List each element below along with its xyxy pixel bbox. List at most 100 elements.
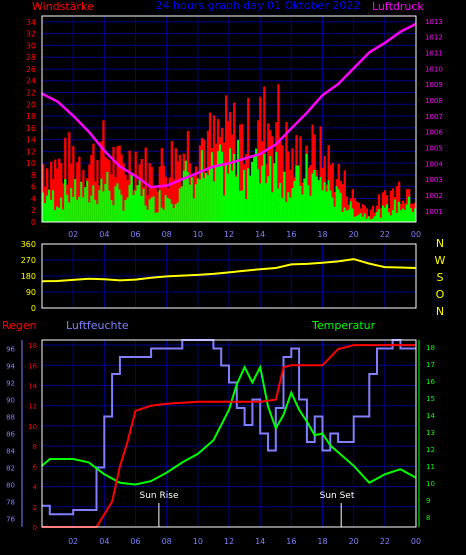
pressure-tick-label: 1013: [425, 18, 443, 26]
rain-tick-label: 0: [33, 524, 37, 532]
wind-gust-bar: [102, 120, 105, 222]
wind-gust-bar: [212, 115, 216, 222]
wind-gust-bar: [62, 183, 65, 222]
wind-hour-label: 16: [286, 230, 296, 239]
wind-gust-bar: [76, 162, 79, 222]
wind-average-bar: [235, 176, 238, 222]
wind-gust-bar: [96, 159, 99, 222]
wind-gust-bar: [345, 196, 348, 222]
text-layer: Windstärke 24 hours graph day 01 Oktober…: [2, 0, 446, 546]
wind-average-bar: [46, 195, 49, 222]
wind-average-bar: [150, 197, 153, 222]
wind-average-bar: [170, 203, 173, 222]
wind-gust-bar: [170, 141, 173, 222]
wind-average-bar: [98, 190, 101, 222]
wind-direction-line: [41, 258, 417, 283]
wind-average-bar: [391, 210, 395, 222]
temperature-tick-label: 11: [426, 463, 435, 471]
wind-average-bar: [297, 165, 300, 222]
wind-average-bar: [42, 192, 45, 222]
wind-average-bar: [381, 205, 385, 222]
wind-gust-bar: [50, 161, 53, 222]
wind-average-bar: [385, 204, 389, 222]
wind-average-bar: [291, 188, 294, 222]
wind-average-bar: [241, 190, 244, 222]
wind-gust-bar: [371, 205, 375, 222]
wind-average-bar: [289, 197, 292, 222]
wind-average-bar: [192, 198, 196, 222]
wind-average-bar: [64, 179, 67, 222]
direction-letter-n-bottom: N: [436, 305, 444, 318]
pressure-tick-label: 1010: [425, 65, 443, 73]
wind-average-bar: [341, 212, 344, 222]
wind-gust-bar: [176, 161, 180, 222]
wind-average-bar: [261, 165, 264, 222]
direction-tick-label: 270: [21, 256, 36, 265]
wind-tick-label: 26: [26, 65, 36, 74]
wind-hour-label: 20: [349, 230, 359, 239]
wind-gust-bar: [222, 142, 226, 222]
wind-hour-label: 08: [162, 230, 172, 239]
wind-gust-bar: [112, 147, 115, 222]
wind-average-bar: [76, 199, 79, 222]
wind-gust-bar: [60, 163, 63, 222]
wind-average-bar: [245, 199, 248, 222]
wind-gust-bar: [281, 145, 284, 222]
direction-tick-label: 90: [26, 288, 36, 297]
wind-average-bar: [345, 210, 348, 222]
wind-average-bar: [62, 209, 65, 222]
wind-average-bar: [138, 180, 141, 222]
wind-average-bar: [313, 169, 316, 222]
wind-average-bar: [120, 194, 123, 222]
wind-gust-bar: [172, 179, 176, 222]
wind-gust-bar: [72, 146, 75, 222]
wind-average-bar: [411, 212, 415, 222]
wind-average-bar: [116, 183, 119, 222]
wind-average-bar: [337, 189, 340, 222]
pressure-tick-label: 1005: [425, 145, 443, 153]
wind-average-bar: [263, 154, 266, 222]
wind-average-bar: [365, 218, 369, 222]
wind-average-bar: [403, 209, 407, 222]
wind-average-bar: [229, 148, 232, 222]
wind-average-bar: [413, 208, 417, 222]
wind-tick-label: 4: [31, 194, 36, 203]
wind-gust-bar: [122, 163, 125, 222]
wind-gust-bar: [110, 174, 113, 222]
wind-average-bar: [237, 139, 240, 222]
wind-average-bar: [200, 150, 204, 222]
wind-gust-bar: [311, 124, 314, 222]
wind-average-bar: [267, 176, 270, 222]
wind-gust-bar: [146, 195, 149, 222]
pressure-tick-label: 1007: [425, 113, 443, 121]
wind-average-bar: [273, 163, 276, 222]
wind-average-bar: [279, 183, 282, 222]
wind-gust-bar: [92, 143, 95, 222]
wind-average-bar: [124, 200, 127, 222]
climate-hour-label: 06: [130, 537, 140, 546]
wind-average-bar: [110, 200, 113, 222]
direction-panel-frame: [41, 243, 417, 309]
humidity-axis-title: Luftfeuchte: [66, 319, 129, 332]
wind-average-bar: [355, 215, 358, 222]
wind-gust-bar: [90, 155, 93, 222]
wind-average-bar: [88, 202, 91, 222]
wind-average-bar: [162, 209, 165, 222]
wind-average-bar: [331, 197, 334, 222]
wind-average-bar: [287, 192, 290, 222]
wind-gust-bar: [267, 123, 270, 222]
wind-average-bar: [409, 208, 413, 222]
wind-average-bar: [72, 197, 75, 222]
rain-tick-label: 4: [33, 484, 38, 492]
wind-gust-bar: [319, 126, 322, 222]
wind-average-bar: [94, 199, 97, 222]
wind-hour-label: 22: [380, 230, 390, 239]
wind-average-bar: [60, 197, 63, 222]
wind-average-bar: [80, 181, 83, 222]
wind-tick-label: 22: [26, 89, 36, 98]
wind-average-bar: [323, 182, 326, 222]
wind-average-bar: [66, 194, 69, 222]
wind-average-bar: [259, 183, 262, 222]
wind-average-bar: [327, 180, 330, 222]
wind-average-bar: [407, 196, 411, 222]
